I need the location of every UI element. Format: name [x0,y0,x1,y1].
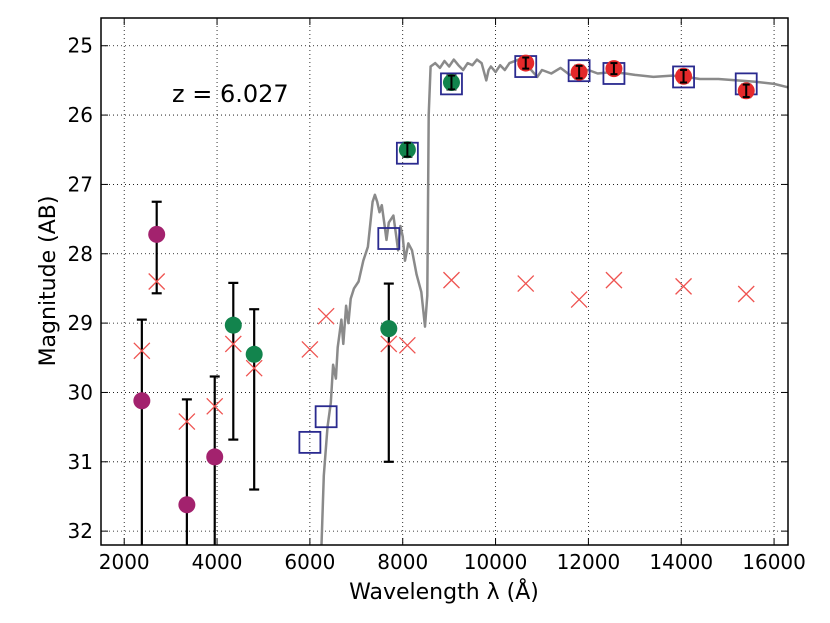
y-tick-label: 31 [68,450,93,474]
model-box-marker [298,430,322,454]
model-cross-marker [206,397,224,415]
model-box-marker [377,227,401,250]
annotation: z = 6.027 [172,80,289,108]
model-cross-marker [605,271,623,289]
model-box-marker [440,72,463,96]
model-cross-marker [570,291,588,308]
model-cross-marker [245,359,263,377]
data-point-green [380,320,398,338]
model-cross-marker [224,335,242,353]
model-cross-marker [317,307,335,325]
model-cross-marker [443,271,460,289]
x-tick-label: 6000 [284,550,335,574]
model-cross-marker [133,342,151,360]
x-tick-label: 8000 [377,550,428,574]
x-tick-label: 4000 [192,550,243,574]
model-cross-marker [517,275,535,293]
y-tick-label: 28 [68,242,93,266]
model-cross-marker [301,340,319,358]
model-box-marker [314,405,338,429]
data-point-magenta [133,392,151,410]
data-point-magenta [148,225,166,243]
marker-layer [133,54,758,514]
model-cross-marker [380,335,398,353]
y-tick-label: 29 [68,311,93,335]
data-point-green [224,316,242,334]
model-cross-marker [178,413,196,431]
plot-frame [100,17,789,546]
y-tick-label: 30 [68,380,93,404]
model-box-marker [567,59,591,83]
grid [101,18,788,545]
model-cross-marker [398,336,416,354]
model-box-marker [672,65,695,89]
x-tick-label: 10000 [464,550,528,574]
x-axis-label: Wavelength λ (Å) [349,578,539,605]
data-point-green [245,345,263,363]
x-tick-label: 12000 [557,550,621,574]
data-point-magenta [178,496,196,514]
y-axis-label: Magnitude (AB) [36,196,61,367]
y-tick-label: 26 [68,103,93,127]
y-tick-label: 27 [68,172,93,196]
x-tick-label: 2000 [99,550,150,574]
x-tick-label: 16000 [742,550,806,574]
tick-layer: 2000 4000 6000 8000 10000 12000 14000 16000 25 26… [68,18,806,574]
model-cross-marker [737,285,755,303]
model-cross-marker [675,277,693,295]
x-tick-label: 14000 [649,550,713,574]
data-point-magenta [206,448,224,466]
y-tick-label: 32 [68,519,93,543]
model-cross-marker [148,273,166,290]
y-tick-label: 25 [68,34,93,58]
